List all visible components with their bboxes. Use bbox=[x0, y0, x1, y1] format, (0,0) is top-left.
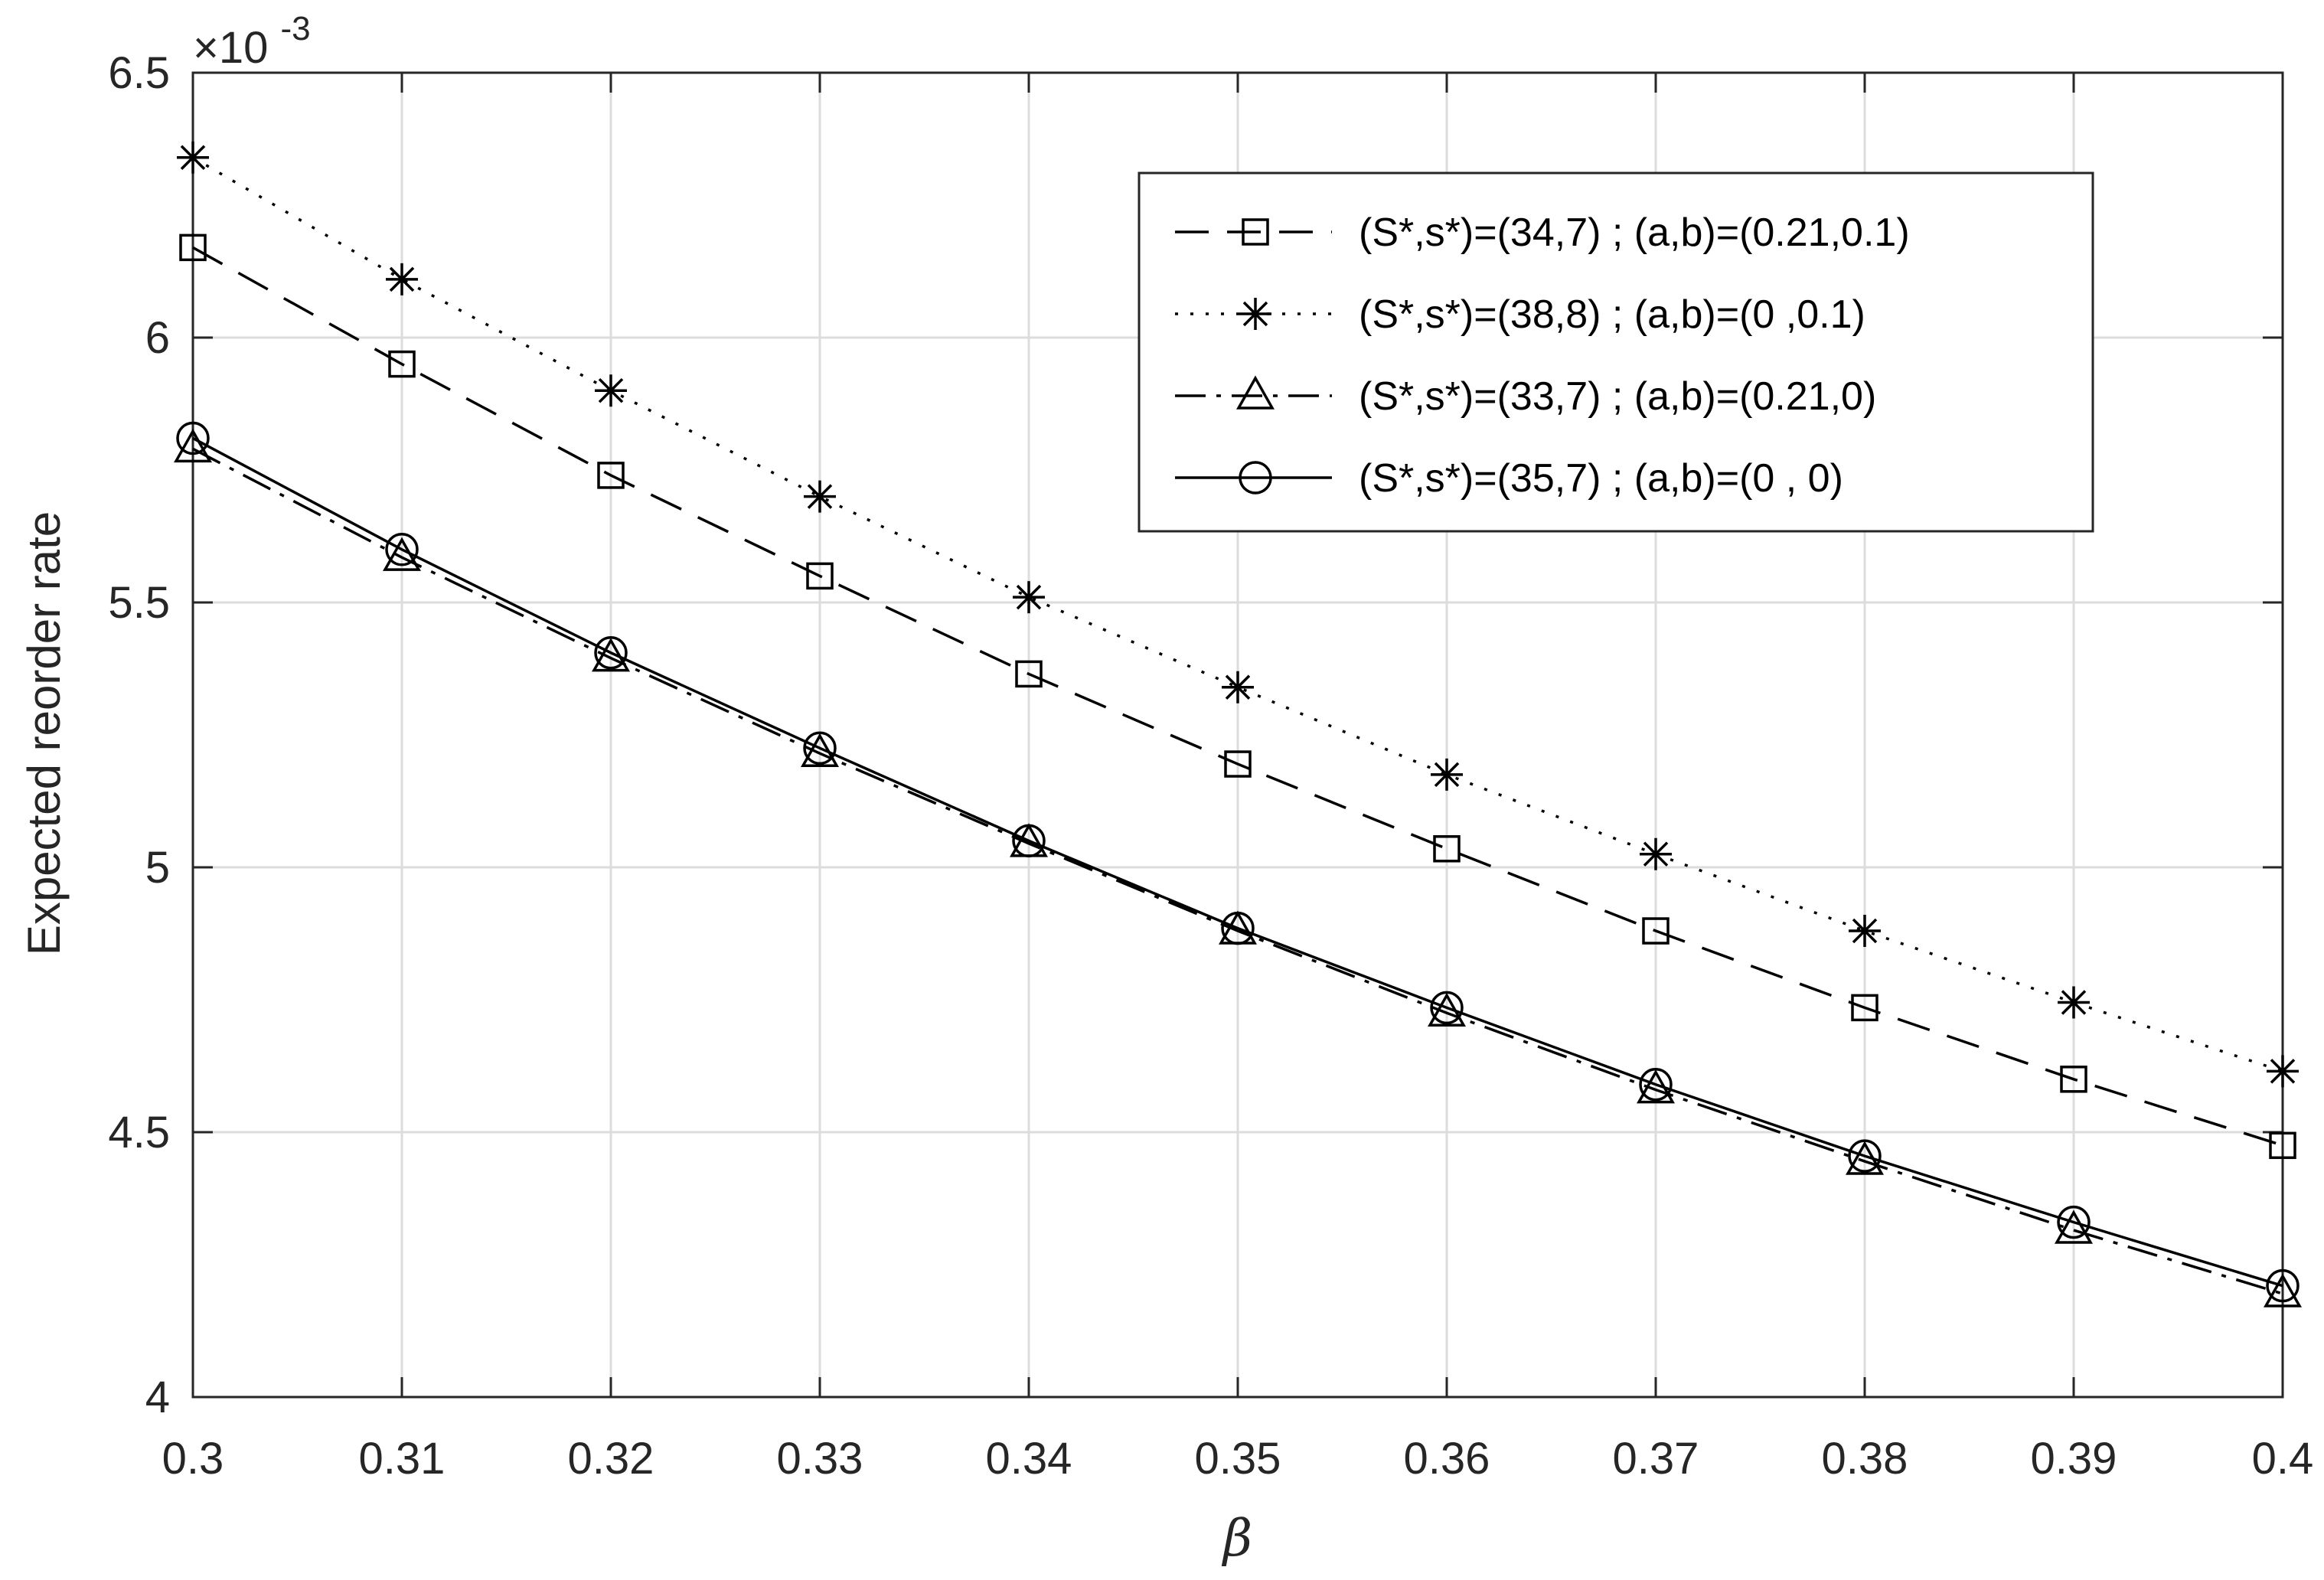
series-2-marker bbox=[386, 263, 418, 295]
y-exponent-power: -3 bbox=[281, 10, 311, 47]
x-axis-label: β bbox=[1221, 1509, 1252, 1568]
x-tick-label: 0.36 bbox=[1404, 1434, 1490, 1484]
legend-items: (S*,s*)=(34,7) ; (a,b)=(0.21,0.1) (S*,s*)… bbox=[1175, 211, 1910, 501]
x-tick-labels: 0.3 0.31 0.32 0.33 0.34 0.35 0.36 0.37 0.38 0.39 0… bbox=[162, 1434, 2314, 1484]
y-tick-label: 6 bbox=[145, 313, 170, 363]
series-2-marker bbox=[1431, 758, 1463, 791]
series-4-marker bbox=[1848, 1139, 1882, 1173]
series-3-marker bbox=[801, 733, 839, 767]
series-3-marker bbox=[383, 537, 421, 571]
series-2-marker bbox=[2267, 1055, 2299, 1088]
y-exponent-base: ×10 bbox=[193, 23, 268, 73]
legend-label-3: (S*,s*)=(33,7) ; (a,b)=(0.21,0) bbox=[1359, 374, 1876, 419]
series-2-marker bbox=[2058, 986, 2090, 1019]
series-2-marker bbox=[177, 141, 209, 174]
x-tick-label: 0.38 bbox=[1822, 1434, 1908, 1484]
series-3-marker bbox=[1637, 1069, 1675, 1104]
y-exponent-label: ×10 -3 bbox=[193, 10, 311, 73]
y-tick-label: 5.5 bbox=[108, 578, 170, 628]
series-1-marker bbox=[388, 350, 416, 378]
x-tick-label: 0.33 bbox=[777, 1434, 863, 1484]
series-3-marker bbox=[2264, 1273, 2302, 1307]
x-tick-label: 0.4 bbox=[2252, 1434, 2314, 1484]
y-axis-label: Expected reorder rate bbox=[18, 511, 70, 955]
series-line-2 bbox=[192, 156, 2283, 1073]
series-1-marker bbox=[1433, 835, 1461, 863]
series-2-marker bbox=[595, 374, 627, 407]
series-line-1 bbox=[192, 246, 2283, 1147]
legend-marker-4 bbox=[1239, 461, 1272, 495]
series-4-marker bbox=[1639, 1067, 1673, 1102]
y-tick-label: 4.5 bbox=[108, 1108, 170, 1157]
series-4-marker bbox=[1221, 911, 1255, 945]
series-line-3 bbox=[192, 447, 2283, 1295]
series-1-marker bbox=[1015, 660, 1043, 688]
series-1-marker bbox=[806, 562, 834, 590]
series-3-marker bbox=[592, 638, 630, 672]
series-4-marker bbox=[1012, 824, 1046, 858]
y-tick-label: 5 bbox=[145, 843, 170, 893]
series-2-marker bbox=[1640, 837, 1672, 870]
y-tick-labels: 4 4.5 5 5.5 6 6.5 bbox=[108, 48, 170, 1422]
x-tick-label: 0.37 bbox=[1613, 1434, 1699, 1484]
legend-label-2: (S*,s*)=(38,8) ; (a,b)=(0 ,0.1) bbox=[1359, 292, 1865, 337]
series-1-marker bbox=[1224, 750, 1252, 778]
series-3-marker bbox=[1846, 1141, 1884, 1175]
series-4-marker bbox=[594, 635, 628, 670]
legend-label-1: (S*,s*)=(34,7) ; (a,b)=(0.21,0.1) bbox=[1359, 211, 1910, 255]
series-4-marker bbox=[176, 421, 210, 455]
y-tick-label: 6.5 bbox=[108, 48, 170, 98]
legend: (S*,s*)=(34,7) ; (a,b)=(0.21,0.1) (S*,s*)… bbox=[1138, 171, 2094, 533]
series-4-marker bbox=[2057, 1205, 2091, 1239]
series-2-marker bbox=[1222, 671, 1254, 703]
series-lines bbox=[192, 156, 2283, 1295]
series-3-marker bbox=[1428, 992, 1466, 1027]
series-2-marker bbox=[1849, 915, 1881, 948]
series-4-marker bbox=[2266, 1268, 2300, 1303]
legend-label-4: (S*,s*)=(35,7) ; (a,b)=(0 , 0) bbox=[1359, 456, 1843, 501]
series-1-marker bbox=[179, 233, 207, 262]
legend-marker-2 bbox=[1239, 298, 1271, 330]
series-line-4 bbox=[192, 436, 2283, 1288]
series-4-marker bbox=[385, 533, 419, 566]
x-tick-label: 0.32 bbox=[568, 1434, 654, 1484]
series-4-marker bbox=[1430, 991, 1464, 1025]
x-tick-label: 0.34 bbox=[986, 1434, 1072, 1484]
series-1-marker bbox=[2060, 1066, 2087, 1093]
legend-marker-1 bbox=[1242, 218, 1269, 246]
x-tick-label: 0.39 bbox=[2031, 1434, 2117, 1484]
series-1-marker bbox=[1851, 994, 1878, 1022]
legend-marker-3 bbox=[1236, 375, 1275, 410]
x-tick-label: 0.35 bbox=[1195, 1434, 1281, 1484]
series-1-marker bbox=[2269, 1131, 2296, 1160]
y-tick-label: 4 bbox=[145, 1373, 170, 1422]
series-3-marker bbox=[174, 428, 212, 463]
series-2-marker bbox=[1013, 581, 1045, 614]
x-tick-label: 0.3 bbox=[162, 1434, 224, 1484]
series-3-marker bbox=[2055, 1209, 2093, 1244]
x-tick-label: 0.31 bbox=[359, 1434, 446, 1484]
series-1-marker bbox=[597, 462, 625, 489]
series-2-marker bbox=[804, 480, 836, 513]
series-4-marker bbox=[803, 731, 837, 766]
series-markers bbox=[174, 141, 2302, 1307]
series-1-marker bbox=[1642, 917, 1670, 945]
